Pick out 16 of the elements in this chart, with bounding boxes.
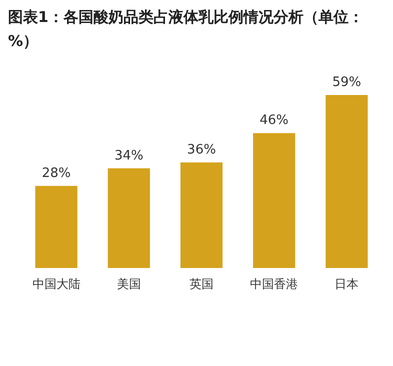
x-tick-label: 英国 [190,277,214,291]
chart-title: 图表1：各国酸奶品类占液体乳比例情况分析（单位：%） [8,8,364,50]
data-label: 59% [332,75,362,90]
bar [35,186,78,268]
data-label: 28% [42,166,71,181]
x-tick-label: 中国香港 [250,277,298,291]
x-tick-label: 美国 [116,277,141,291]
x-tick-label: 日本 [334,277,359,291]
bar [326,95,368,268]
bar [108,168,150,268]
bar [180,162,223,268]
data-label: 46% [260,113,289,128]
data-label: 34% [114,148,144,164]
data-label: 36% [187,142,216,158]
x-tick-label: 中国大陆 [32,277,80,291]
bar [253,133,296,268]
